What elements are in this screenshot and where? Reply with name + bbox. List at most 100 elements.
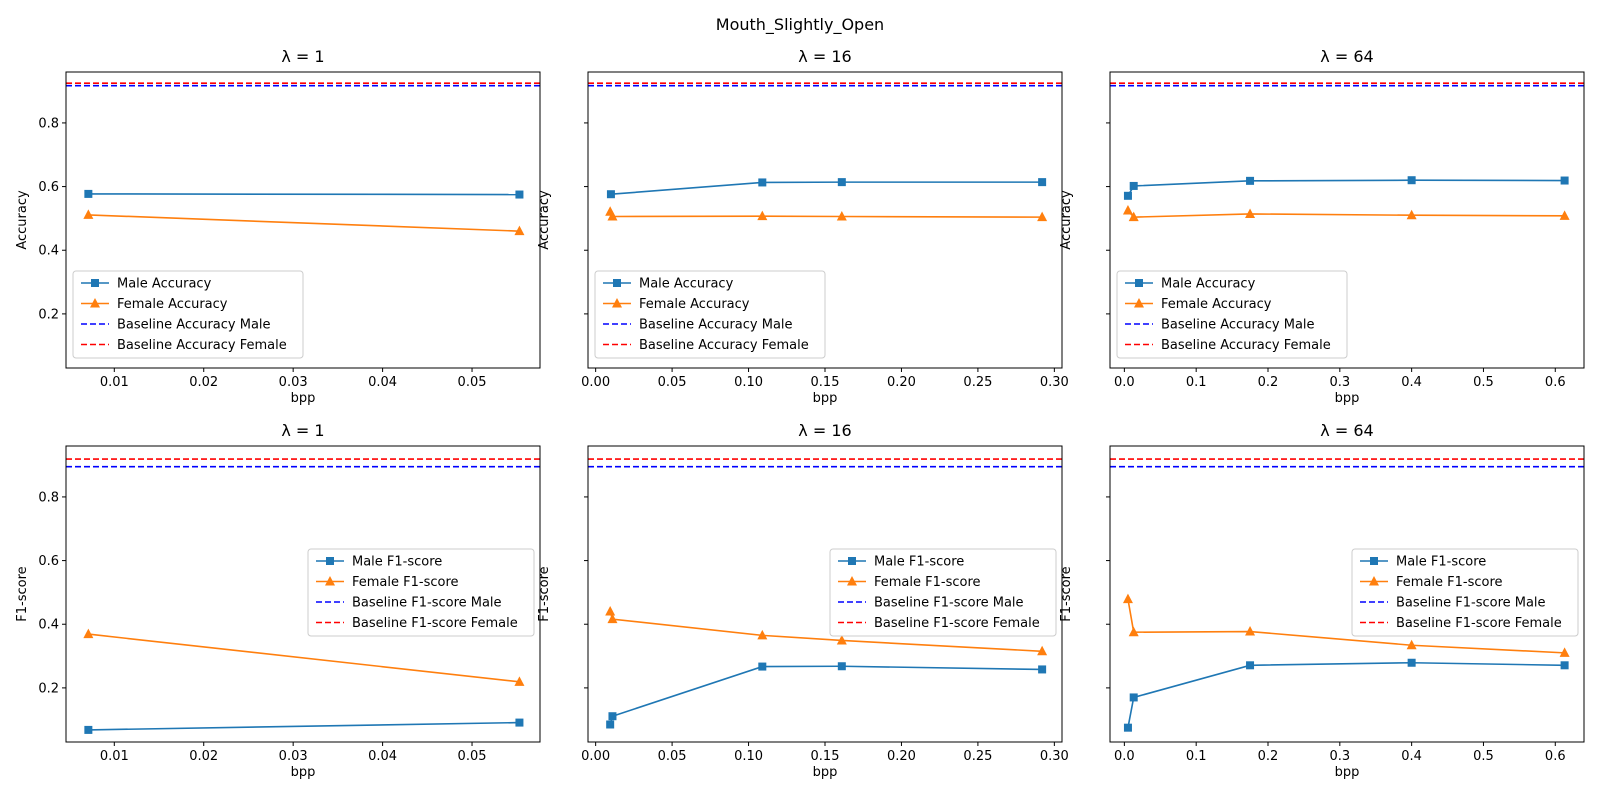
data-point — [757, 629, 768, 640]
legend-box — [1116, 270, 1348, 359]
legend-marker — [848, 557, 856, 565]
data-point — [758, 178, 767, 187]
data-point — [1560, 176, 1569, 185]
y-tick-label: 0.2 — [38, 681, 59, 696]
y-tick-label: 0.2 — [38, 307, 59, 322]
axes-frame — [1109, 71, 1585, 369]
x-axis-label: bpp — [813, 391, 838, 406]
legend-marker — [325, 576, 335, 586]
data-point — [1560, 661, 1569, 670]
data-point — [1038, 665, 1047, 674]
legend-label: Female Accuracy — [117, 297, 228, 312]
data-point — [1128, 626, 1139, 637]
x-tick-label: 0.20 — [887, 749, 916, 764]
x-tick-label: 0.10 — [734, 375, 763, 390]
data-point — [608, 712, 617, 721]
data-point — [607, 210, 618, 221]
x-tick-label: 0.6 — [1545, 749, 1566, 764]
data-point — [83, 209, 94, 219]
legend-marker — [613, 279, 621, 287]
x-tick-label: 0.00 — [581, 749, 610, 764]
series-line — [88, 193, 520, 196]
y-tick-label: 0.6 — [38, 554, 59, 569]
x-tick-label: 0.03 — [279, 375, 308, 390]
legend-label: Baseline Accuracy Male — [639, 318, 793, 333]
x-tick-label: 0.15 — [811, 749, 840, 764]
legend: Male F1-score Female F1-score Baseline F1-… — [307, 548, 535, 637]
y-axis-label: F1-score — [537, 566, 552, 621]
subplot: λ = 1 0.01 0.02 0.03 0.04 0.05 0.2 0.4 0.6 0.8 bpp… — [15, 421, 541, 780]
data-point — [836, 634, 847, 645]
subplot: λ = 64 0.0 0.1 0.2 0.3 0.4 0.5 0.6 bpp F1-score Ma… — [1059, 421, 1585, 780]
data-point — [514, 676, 525, 686]
y-tick-label: 0.4 — [38, 244, 59, 259]
subplot: λ = 16 0.00 0.05 0.10 0.15 0.20 0.25 0.30 bpp Acc… — [537, 47, 1069, 406]
data-point — [1129, 181, 1138, 190]
data-point — [606, 720, 615, 729]
x-axis-label: bpp — [291, 391, 316, 406]
legend-box — [72, 270, 304, 359]
legend-label: Female F1-score — [874, 575, 981, 590]
data-point — [1246, 176, 1255, 185]
series-line — [610, 181, 1043, 196]
x-tick-label: 0.0 — [1114, 375, 1135, 390]
y-tick-label: 0.6 — [38, 180, 59, 195]
x-tick-label: 0.1 — [1186, 749, 1207, 764]
x-tick-label: 0.05 — [658, 749, 687, 764]
data-point — [1407, 658, 1416, 667]
x-tick-label: 0.3 — [1329, 749, 1350, 764]
x-axis-label: bpp — [1335, 391, 1360, 406]
x-axis-label: bpp — [291, 765, 316, 780]
x-tick-label: 0.6 — [1545, 375, 1566, 390]
data-point — [1037, 211, 1048, 222]
legend-label: Female F1-score — [1396, 575, 1503, 590]
subplot-title: λ = 1 — [281, 421, 324, 440]
subplot-title: λ = 64 — [1320, 47, 1373, 66]
legend-marker — [612, 298, 622, 308]
series-line — [88, 633, 520, 683]
x-tick-label: 0.15 — [811, 375, 840, 390]
data-point — [1129, 693, 1138, 702]
legend: Male Accuracy Female Accuracy Baseline Acc… — [72, 270, 304, 359]
axes-frame — [587, 71, 1063, 369]
x-tick-label: 0.2 — [1258, 375, 1279, 390]
data-point — [1246, 661, 1255, 670]
x-tick-label: 0.4 — [1401, 375, 1422, 390]
figure-title: Mouth_Slightly_Open — [716, 15, 884, 35]
subplot-title: λ = 1 — [281, 47, 324, 66]
x-tick-label: 0.10 — [734, 749, 763, 764]
data-point — [1038, 178, 1047, 187]
legend-label: Baseline F1-score Female — [874, 616, 1040, 631]
legend-marker — [1134, 298, 1144, 308]
y-axis-label: F1-score — [15, 566, 30, 621]
data-point — [1123, 191, 1132, 200]
data-point — [514, 225, 525, 236]
data-point — [837, 662, 846, 671]
data-point — [515, 190, 524, 199]
data-point — [83, 628, 94, 639]
subplot-title: λ = 64 — [1320, 421, 1373, 440]
legend-label: Baseline Accuracy Male — [1161, 318, 1315, 333]
x-tick-label: 0.02 — [189, 749, 218, 764]
x-tick-label: 0.25 — [963, 375, 992, 390]
x-tick-label: 0.0 — [1114, 749, 1135, 764]
x-tick-label: 0.2 — [1258, 749, 1279, 764]
legend-marker — [847, 576, 857, 586]
subplot: λ = 16 0.00 0.05 0.10 0.15 0.20 0.25 0.30 bpp F1-… — [537, 421, 1069, 780]
data-point — [1406, 639, 1417, 650]
subplot-title: λ = 16 — [798, 47, 851, 66]
legend-label: Baseline F1-score Male — [874, 596, 1024, 611]
data-point — [1406, 209, 1417, 220]
data-point — [1122, 204, 1133, 215]
axes-frame — [65, 445, 541, 743]
legend-label: Male Accuracy — [1161, 277, 1256, 292]
legend-box — [829, 548, 1057, 637]
legend-marker — [91, 279, 99, 287]
data-point — [1407, 176, 1416, 185]
series-line — [88, 721, 520, 731]
legend-marker — [326, 557, 334, 565]
y-tick-label: 0.8 — [38, 490, 59, 505]
data-point — [1245, 626, 1256, 636]
x-tick-label: 0.01 — [100, 749, 129, 764]
legend-label: Female F1-score — [352, 575, 459, 590]
